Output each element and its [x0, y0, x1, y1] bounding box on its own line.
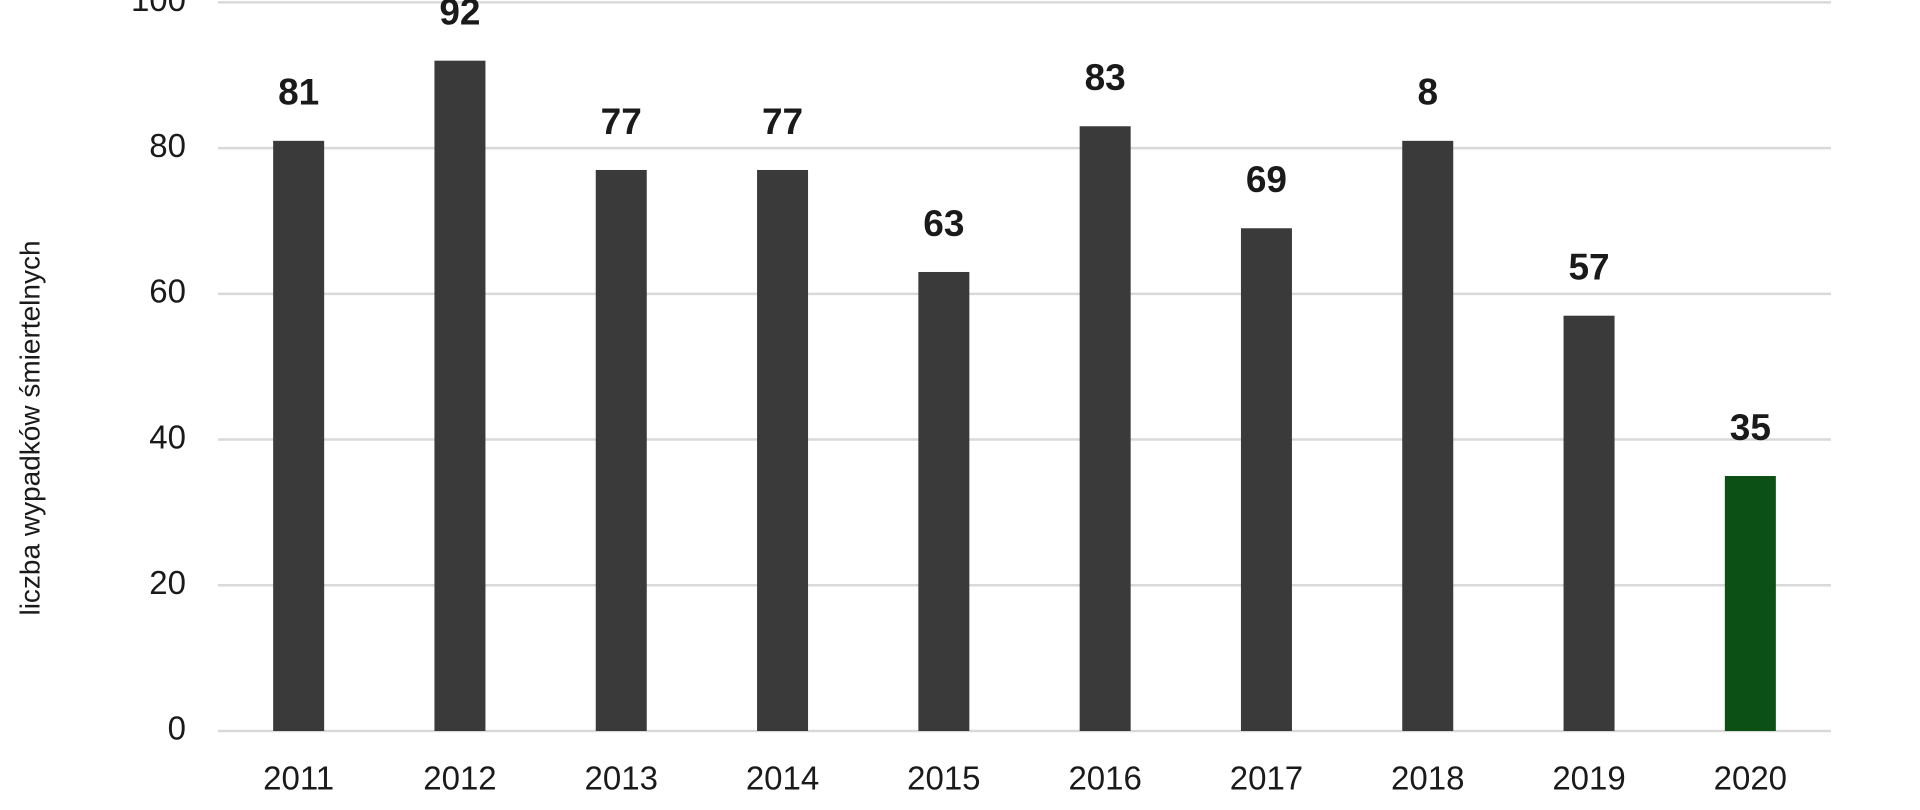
- data-label: 81: [278, 72, 319, 113]
- x-tick-label: 2019: [1552, 760, 1625, 797]
- bar: [1402, 140, 1454, 732]
- x-tick-label: 2017: [1230, 760, 1303, 797]
- bar: [1079, 126, 1131, 731]
- data-label: 69: [1246, 159, 1287, 200]
- y-tick-label: 100: [131, 0, 186, 18]
- y-tick-label: 80: [149, 127, 186, 164]
- data-label: 83: [1085, 57, 1126, 98]
- data-label: 57: [1568, 246, 1609, 287]
- data-label: 77: [601, 101, 642, 142]
- x-tick-label: 2016: [1068, 760, 1141, 797]
- bar: [434, 60, 486, 732]
- x-tick-label: 2018: [1391, 760, 1464, 797]
- data-label: 8: [1417, 72, 1438, 113]
- data-label: 63: [923, 203, 964, 244]
- data-label: 35: [1730, 407, 1771, 448]
- x-tick-label: 2013: [585, 760, 658, 797]
- bar: [1240, 228, 1292, 732]
- bar: [918, 271, 970, 731]
- x-tick-label: 2011: [263, 760, 334, 797]
- x-tick-label: 2014: [746, 760, 819, 797]
- data-label: 92: [439, 0, 480, 32]
- bar: [595, 169, 647, 731]
- bar: [273, 140, 325, 732]
- bar: [757, 169, 809, 731]
- y-tick-label: 60: [149, 273, 186, 310]
- x-tick-label: 2012: [423, 760, 496, 797]
- x-tick-label: 2015: [907, 760, 980, 797]
- bar: [1724, 475, 1776, 731]
- x-tick-label: 2020: [1714, 760, 1787, 797]
- data-label: 77: [762, 101, 803, 142]
- bar: [1563, 315, 1615, 731]
- y-tick-label: 20: [149, 564, 186, 601]
- y-tick-label: 0: [168, 710, 186, 747]
- y-tick-label: 40: [149, 418, 186, 455]
- y-axis-label: liczba wypadków śmiertelnych: [14, 240, 45, 615]
